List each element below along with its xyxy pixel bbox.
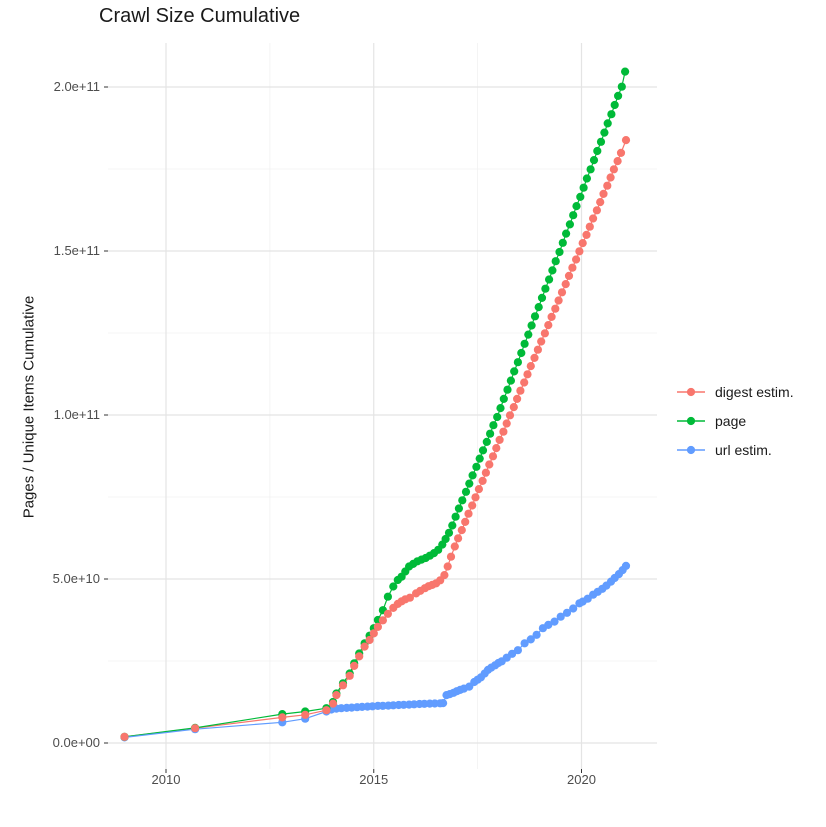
legend-key-icon: [677, 416, 705, 425]
legend-item-page: page: [676, 406, 794, 435]
series-points-url-estim: [120, 561, 631, 742]
y-tick-label: 2.0e+11: [53, 79, 100, 94]
minor-gridlines: [108, 43, 657, 769]
x-tick-label: 2015: [359, 772, 389, 787]
chart-title: Crawl Size Cumulative: [99, 5, 301, 27]
legend-label: digest estim.: [715, 383, 794, 400]
series-line-url-estim: [124, 565, 627, 738]
legend: digest estim. page url estim.: [676, 377, 794, 464]
series-line-digest-estim: [124, 139, 627, 738]
x-tick-label: 2010: [151, 772, 181, 787]
series-points-digest-estim: [120, 136, 631, 741]
legend-key-icon: [677, 387, 705, 396]
major-gridlines: [108, 43, 657, 769]
x-tick-label: 2020: [567, 772, 596, 787]
axis-tick-marks: [104, 86, 582, 773]
y-tick-label: 0.0e+00: [52, 735, 100, 750]
y-tick-label: 1.5e+11: [53, 243, 100, 258]
y-tick-label: 1.0e+11: [53, 407, 100, 422]
legend-item-digest-estim: digest estim.: [676, 377, 794, 406]
y-tick-label: 5.0e+10: [52, 571, 100, 586]
legend-label: url estim.: [715, 441, 772, 458]
series-points-page: [120, 67, 630, 741]
legend-key-icon: [677, 445, 705, 454]
legend-item-url-estim: url estim.: [676, 435, 794, 464]
legend-label: page: [715, 412, 747, 429]
